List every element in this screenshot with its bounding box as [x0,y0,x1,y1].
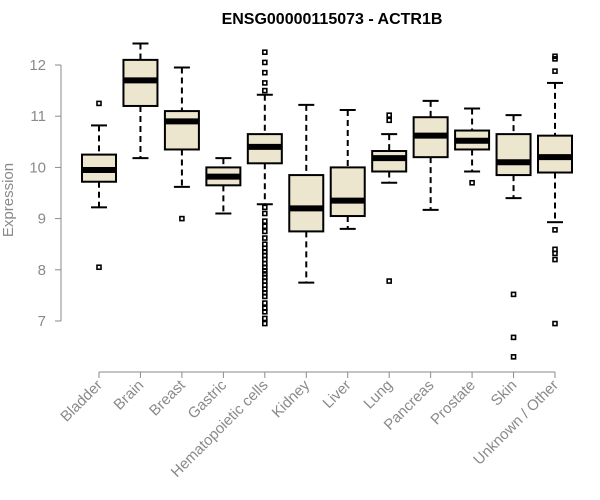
outlier-point [262,204,268,211]
outlier-point [262,49,268,56]
x-tick-label: Breast [146,376,189,419]
x-tick-label: Lung [360,377,396,413]
y-tick-label: 10 [29,159,46,176]
outlier-point [262,228,268,235]
outlier-point [469,179,475,186]
box-group [371,112,408,284]
box-group [163,66,200,222]
box-group [288,103,325,284]
box-group [537,53,573,327]
outlier-point [552,250,558,257]
box-group [495,114,532,360]
outlier-point [386,117,392,124]
outlier-point [552,56,558,62]
outlier-point [386,278,392,284]
x-tick-label: Bladder [57,377,106,426]
y-tick-label: 7 [38,313,46,330]
y-tick-label: 8 [38,262,46,279]
y-axis-label: Expression [0,163,17,237]
box [163,110,200,151]
outlier-point [262,320,268,327]
box-group [412,99,449,211]
outlier-point [262,59,268,66]
box-group [122,42,159,160]
x-tick-label: Skin [488,377,521,410]
box-group [205,157,242,215]
box-group [81,100,117,271]
outlier-point [262,235,268,241]
box [537,134,573,174]
outlier-point [552,320,558,327]
outlier-point [262,308,268,315]
outlier-point [262,69,268,76]
outlier-point [262,268,268,274]
outlier-point [262,300,268,306]
outlier-point [262,293,268,300]
outlier-point [510,354,517,360]
outlier-point [179,215,185,222]
outlier-point [96,264,102,271]
box-group [246,49,283,327]
box-group [454,107,491,186]
y-tick-label: 12 [29,57,46,74]
outlier-point [96,100,102,107]
box-group [329,109,366,230]
outlier-point [552,256,558,263]
x-tick-label: Kidney [269,376,314,421]
x-tick-label: Prostate [427,377,479,429]
box [288,174,325,233]
box [371,150,408,173]
y-tick-label: 9 [38,211,46,228]
outlier-point [262,315,268,322]
x-tick-label: Liver [320,377,355,412]
outlier-point [386,112,392,118]
y-tick-label: 11 [30,108,46,125]
x-tick-label: Brain [110,377,147,414]
box [329,166,366,218]
outlier-point [552,68,558,74]
outlier-point [510,334,517,341]
outlier-point [262,210,268,217]
outlier-point [262,223,268,230]
box [495,133,532,177]
outlier-point [552,227,558,233]
outlier-point [262,87,268,94]
outlier-point [262,218,268,224]
boxes [81,42,573,360]
outlier-point [262,80,268,86]
chart-title: ENSG00000115073 - ACTR1B [222,11,443,28]
outlier-point [510,291,517,298]
